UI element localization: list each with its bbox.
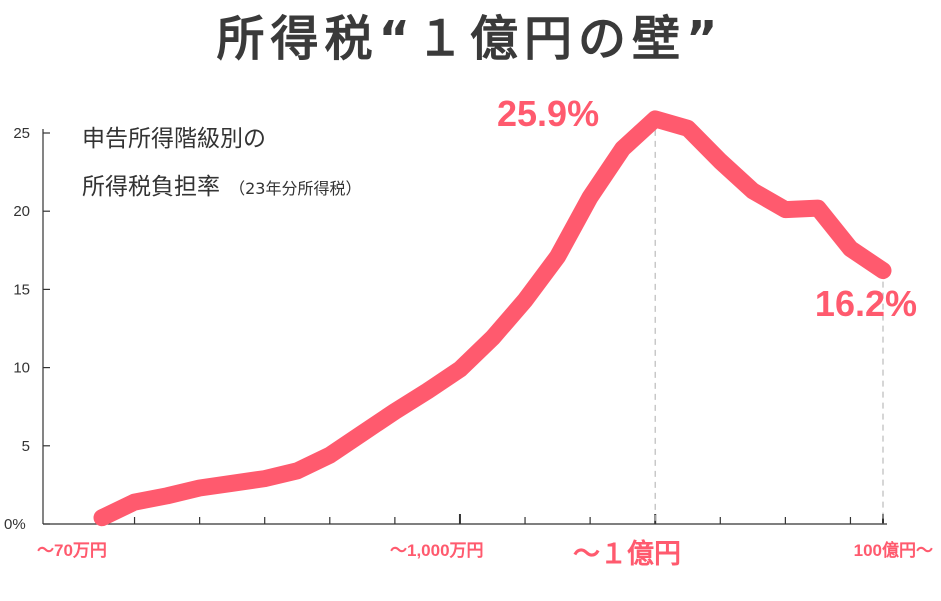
data-point — [393, 409, 397, 413]
guide-lines — [654, 118, 884, 524]
data-point — [523, 298, 527, 302]
x-category-label: ～70万円 — [37, 541, 107, 560]
data-point — [783, 208, 787, 212]
labels-layer: ～70万円 ～1,000万円 ～１億円 100億円～ 25.9% 16.2% — [37, 93, 933, 569]
axes: 0% 5 10 15 20 25 — [4, 125, 887, 533]
data-point — [263, 477, 267, 481]
data-point — [198, 486, 202, 490]
y-tick-label: 0% — [4, 516, 26, 533]
data-point — [816, 206, 820, 210]
value-callout: 16.2% — [815, 283, 917, 324]
y-tick-label: 20 — [13, 203, 30, 220]
y-tick-label: 25 — [13, 125, 30, 142]
data-point — [556, 255, 560, 259]
y-axis-label-line-1: 申告所得階級別の — [82, 126, 266, 152]
data-point — [458, 367, 462, 371]
data-point — [621, 147, 625, 151]
value-callout: 25.9% — [497, 93, 599, 134]
x-category-label: ～1,000万円 — [390, 541, 484, 560]
data-point — [133, 500, 137, 504]
data-point — [718, 159, 722, 163]
y-axis-label-main: 所得税負担率 — [82, 174, 220, 200]
data-point — [165, 494, 169, 498]
data-point — [360, 431, 364, 435]
data-point — [848, 247, 852, 251]
data-point — [100, 516, 104, 520]
data-point — [491, 336, 494, 340]
data-point — [425, 389, 429, 393]
data-point — [328, 453, 332, 457]
y-axis-label-line-2: 所得税負担率 （23年分所得税） — [82, 174, 361, 200]
chart-title: 所得税“１億円の壁” — [216, 11, 723, 67]
y-tick-label: 10 — [13, 360, 30, 377]
y-axis-label-note: （23年分所得税） — [229, 179, 361, 198]
data-point — [653, 117, 657, 121]
data-point — [881, 269, 885, 273]
data-point — [295, 469, 299, 473]
data-point — [230, 481, 234, 485]
data-point — [686, 126, 690, 130]
y-tick-label: 5 — [22, 438, 30, 455]
x-category-label: ～１億円 — [573, 539, 681, 569]
y-tick-label: 15 — [13, 281, 30, 298]
x-category-label: 100億円～ — [854, 540, 933, 560]
series-layer — [93, 110, 892, 527]
data-point — [751, 189, 755, 193]
data-point — [588, 195, 592, 199]
